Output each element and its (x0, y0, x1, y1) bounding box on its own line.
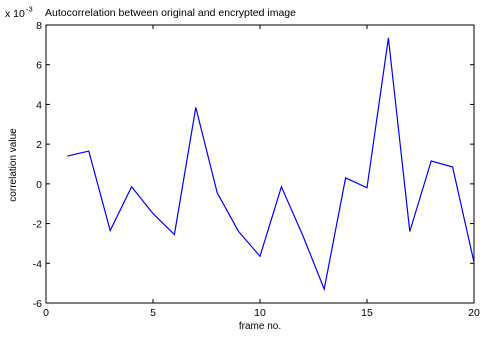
y-tick-label: 8 (36, 20, 42, 32)
y-tick-label: 2 (36, 139, 42, 151)
x-tick-label: 10 (254, 307, 266, 319)
y-tick-label: 0 (36, 179, 42, 191)
axes-box (45, 24, 475, 304)
y-tick-label: -2 (33, 219, 42, 231)
x-tick-label: 15 (361, 307, 373, 319)
x-tick-label: 5 (150, 307, 156, 319)
plot-frame (45, 24, 475, 304)
y-tick-label: 6 (36, 60, 42, 72)
y-tick-label: -4 (33, 258, 42, 270)
x-tick-label: 0 (43, 307, 49, 319)
x-tick-label: 20 (468, 307, 480, 319)
y-exponent-power: -3 (26, 5, 33, 14)
x-axis-label: frame no. (239, 321, 281, 332)
y-tick-label: 4 (36, 99, 42, 111)
series-line (67, 37, 475, 292)
y-tick-label: -6 (33, 298, 42, 310)
tick-labels: 0 5 10 15 20 -6 -4 -2 0 2 4 6 8 (33, 20, 480, 319)
chart-title: Autocorrelation between original and enc… (45, 7, 296, 19)
y-exponent-base: x 10 (5, 8, 25, 20)
y-axis-label: correlation value (8, 128, 19, 202)
ticks (45, 24, 475, 304)
